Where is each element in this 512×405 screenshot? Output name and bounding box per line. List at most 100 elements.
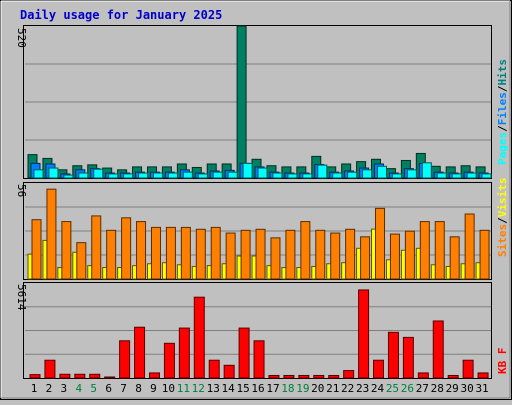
bar-pages-day-12 (197, 173, 208, 179)
x-label-day-4: 4 (75, 382, 82, 395)
bar-pages-day-15 (242, 162, 253, 179)
bar-kb-f-day-14 (223, 364, 235, 379)
x-label-day-19: 19 (296, 382, 309, 395)
x-label-day-9: 9 (150, 382, 157, 395)
bar-kb-f-day-20 (313, 374, 325, 379)
x-label-day-10: 10 (162, 382, 175, 395)
bar-sites-day-8 (136, 221, 147, 280)
x-label-day-15: 15 (236, 382, 249, 395)
x-label-day-1: 1 (31, 382, 38, 395)
bar-kb-f-day-30 (462, 359, 474, 379)
x-axis-labels: 1 2 3 4 5 6 7 8 9 10 11 12 13 14 15 16 17 18 19 20 21 22 23 24 2… (31, 382, 489, 395)
bar-sites-day-25 (389, 233, 400, 280)
bar-sites-day-10 (165, 226, 176, 280)
bar-kb-f-day-31 (477, 372, 489, 379)
bar-kb-f-day-16 (253, 340, 265, 379)
x-label-day-13: 13 (207, 382, 220, 395)
x-label-day-5: 5 (90, 382, 97, 395)
bar-pages-day-1 (33, 169, 44, 179)
bar-pages-day-5 (93, 168, 104, 179)
bar-pages-day-8 (138, 172, 149, 179)
legend-separator: / (496, 85, 509, 92)
legend-hits-panel: Pages/Files/Hits (496, 59, 509, 165)
legend-files: Files (496, 92, 509, 125)
bar-kb-f-day-11 (178, 327, 190, 379)
bar-pages-day-31 (481, 173, 492, 179)
bar-pages-day-17 (272, 172, 283, 179)
kbytes-max-label: 5614 (15, 284, 28, 311)
bar-kb-f-day-28 (432, 320, 444, 379)
bar-pages-day-7 (123, 173, 134, 179)
bar-sites-day-29 (449, 236, 460, 280)
bar-sites-day-18 (285, 229, 296, 280)
bar-kb-f-day-25 (387, 331, 399, 379)
bar-kb-f-day-23 (358, 289, 370, 379)
bar-pages-day-4 (78, 172, 89, 179)
bar-kb-f-day-22 (343, 370, 355, 379)
legend-visits-panel: Sites/Visits (496, 178, 509, 258)
bar-kb-f-day-19 (298, 374, 310, 379)
bar-pages-day-3 (63, 174, 74, 179)
bar-pages-day-28 (436, 172, 447, 179)
x-label-day-21: 21 (326, 382, 339, 395)
bar-sites-day-27 (419, 221, 430, 280)
bar-kb-f-day-17 (268, 374, 280, 379)
x-label-day-28: 28 (431, 382, 444, 395)
x-label-day-6: 6 (105, 382, 112, 395)
bar-sites-day-2 (46, 188, 57, 280)
bar-pages-day-18 (287, 173, 298, 179)
bar-sites-day-13 (210, 226, 221, 280)
bar-kb-f-day-9 (148, 372, 160, 379)
bar-kb-f-day-24 (373, 359, 385, 379)
bar-sites-day-11 (180, 226, 191, 280)
bar-sites-day-21 (330, 232, 341, 280)
legend-sites: Sites (496, 224, 509, 257)
bars (27, 25, 492, 379)
bar-sites-day-30 (464, 213, 475, 280)
bar-sites-day-15 (240, 229, 251, 280)
bar-sites-day-12 (195, 228, 206, 280)
x-label-day-8: 8 (135, 382, 142, 395)
bar-hits-day-15 (236, 25, 247, 179)
x-label-day-29: 29 (446, 382, 459, 395)
bar-sites-day-16 (255, 228, 266, 280)
bar-sites-day-24 (375, 207, 386, 280)
bar-pages-day-29 (451, 173, 462, 179)
bar-kb-f-day-15 (238, 327, 250, 379)
bar-pages-day-24 (377, 165, 388, 179)
chart-title: Daily usage for January 2025 (20, 8, 222, 22)
bar-sites-day-23 (360, 236, 371, 280)
bar-sites-day-9 (150, 226, 161, 280)
bar-kb-f-day-29 (447, 374, 459, 379)
bar-pages-day-22 (347, 171, 358, 179)
x-label-day-24: 24 (371, 382, 385, 395)
bar-kb-f-day-7 (119, 340, 131, 379)
x-label-day-3: 3 (61, 382, 68, 395)
bar-pages-day-2 (48, 167, 59, 179)
bar-sites-day-17 (270, 237, 281, 280)
legend-kb-f: KB F (496, 348, 509, 375)
bar-kb-f-day-8 (134, 326, 146, 379)
x-label-day-18: 18 (281, 382, 294, 395)
bar-pages-day-21 (332, 172, 343, 179)
bar-sites-day-7 (121, 217, 132, 280)
bar-kb-f-day-5 (89, 373, 101, 379)
bar-sites-day-20 (315, 229, 326, 280)
bar-sites-day-3 (61, 221, 72, 280)
legend-separator: / (496, 217, 509, 224)
bar-pages-day-16 (257, 167, 268, 179)
x-label-day-31: 31 (475, 382, 488, 395)
bar-pages-day-11 (182, 171, 193, 179)
x-label-day-22: 22 (341, 382, 354, 395)
bar-sites-day-31 (479, 229, 490, 280)
bar-pages-day-13 (212, 171, 223, 179)
x-label-day-27: 27 (416, 382, 429, 395)
legend-visits: Visits (496, 178, 509, 218)
x-label-day-12: 12 (192, 382, 205, 395)
x-label-day-11: 11 (177, 382, 190, 395)
x-label-day-17: 17 (266, 382, 279, 395)
bar-pages-day-20 (317, 164, 328, 179)
legend-pages: Pages (496, 132, 509, 165)
bar-kb-f-day-21 (328, 374, 340, 379)
